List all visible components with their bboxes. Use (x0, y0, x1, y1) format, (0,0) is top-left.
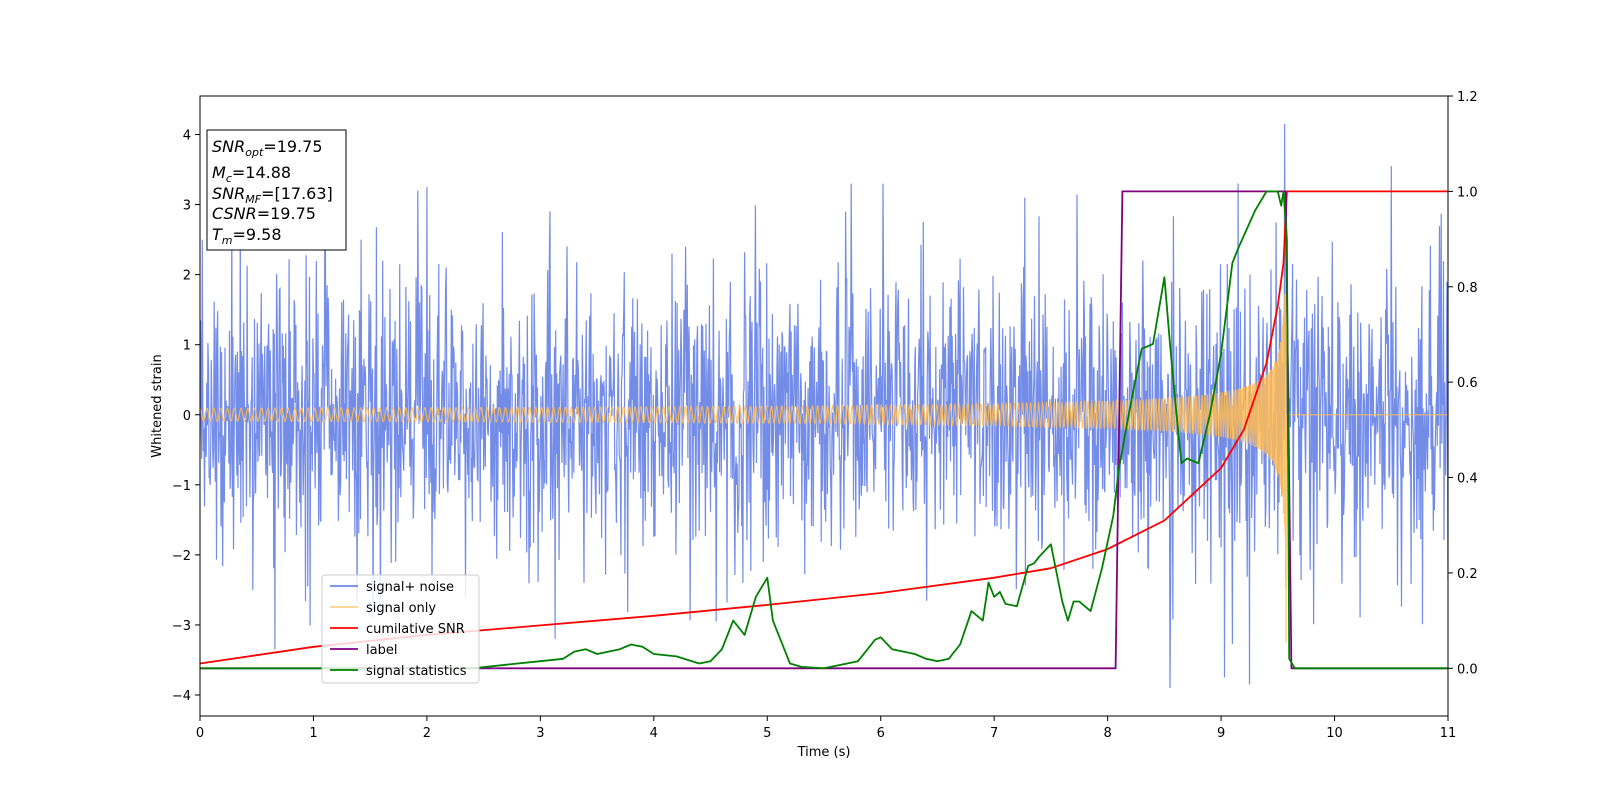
x-axis: 0 1 2 3 4 5 6 7 8 9 10 11 (196, 716, 1456, 741)
info-snr-opt-subscript: opt (245, 146, 264, 159)
info-snr-mf: SNRMF=[17.63] (212, 184, 333, 206)
legend: signal+ noise signal only cumilative SNR la… (321, 574, 480, 684)
info-snr-mf-value: =[17.63] (261, 184, 333, 203)
x-tick-label: 9 (1217, 726, 1225, 741)
x-tick-label: 1 (309, 726, 317, 741)
y-tick-label: −1 (172, 479, 191, 494)
x-tick-label: 11 (1440, 726, 1457, 741)
y-axis-right: 0.0 0.2 0.4 0.6 0.8 1.0 1.2 (1448, 90, 1478, 677)
x-tick-label: 2 (423, 726, 431, 741)
info-mc-subscript: c (226, 172, 232, 185)
x-tick-label: 8 (1103, 726, 1111, 741)
info-tm: Tm=9.58 (212, 225, 282, 247)
y-tick-label: −3 (172, 619, 191, 634)
axes-frame (199, 95, 1449, 717)
y-tick-label: 0 (183, 409, 191, 424)
y2-tick-label: 1.0 (1457, 185, 1478, 200)
x-tick-label: 3 (536, 726, 544, 741)
legend-label-signal-only: signal only (366, 601, 436, 616)
y-tick-label: 2 (183, 269, 191, 284)
info-snr-opt: SNRopt=19.75 (212, 137, 323, 159)
info-box-frame (206, 129, 347, 251)
y2-tick-label: 0.2 (1457, 567, 1478, 582)
y2-tick-label: 1.2 (1457, 90, 1478, 105)
legend-frame (321, 574, 480, 684)
info-snr-mf-subscript: MF (245, 193, 261, 206)
series-cumilative-snr (200, 190, 1448, 665)
x-tick-label: 0 (196, 726, 204, 741)
y2-tick-label: 0.6 (1457, 376, 1478, 391)
plot-area (200, 123, 1448, 689)
legend-label-signal-noise: signal+ noise (366, 580, 454, 595)
info-snr-opt-value: =19.75 (263, 137, 322, 156)
x-axis-label: Time (s) (797, 745, 851, 760)
info-snr-opt-symbol: SNR (212, 137, 245, 156)
info-csnr: CSNR=19.75 (212, 204, 316, 223)
info-mc-value: =14.88 (232, 163, 291, 182)
info-mc-symbol: M (212, 163, 226, 182)
y2-tick-label: 0.4 (1457, 472, 1478, 487)
info-tm-subscript: m (222, 234, 233, 247)
y-axis-left: −4 −3 −2 −1 0 1 2 3 4 (172, 129, 200, 704)
y-tick-label: −4 (172, 689, 191, 704)
x-tick-label: 6 (877, 726, 885, 741)
info-box: SNRopt=19.75 Mc=14.88 SNRMF=[17.63] CSNR… (206, 129, 347, 251)
x-tick-label: 7 (990, 726, 998, 741)
y2-tick-label: 0.8 (1457, 281, 1478, 296)
info-mc: Mc=14.88 (212, 163, 291, 185)
series-signal-only (200, 256, 1448, 643)
legend-label-cumilative-snr: cumilative SNR (366, 622, 465, 637)
info-snr-mf-symbol: SNR (212, 184, 245, 203)
info-csnr-symbol: CSNR (212, 204, 257, 223)
y-tick-label: −2 (172, 549, 191, 564)
series-signal-noise (200, 123, 1448, 689)
info-tm-value: =9.58 (233, 225, 282, 244)
x-tick-label: 5 (763, 726, 771, 741)
legend-label-label: label (366, 643, 397, 658)
x-tick-label: 10 (1326, 726, 1343, 741)
series-signal-statistics (200, 190, 1448, 670)
info-tm-symbol: T (212, 225, 223, 244)
y-tick-label: 3 (183, 199, 191, 214)
y-axis-label: Whitened strain (150, 354, 165, 457)
y-tick-label: 1 (183, 339, 191, 354)
y-tick-label: 4 (183, 129, 191, 144)
info-csnr-value: =19.75 (257, 204, 316, 223)
legend-label-signal-statistics: signal statistics (366, 664, 467, 679)
x-tick-label: 4 (650, 726, 658, 741)
y2-tick-label: 0.0 (1457, 662, 1478, 677)
